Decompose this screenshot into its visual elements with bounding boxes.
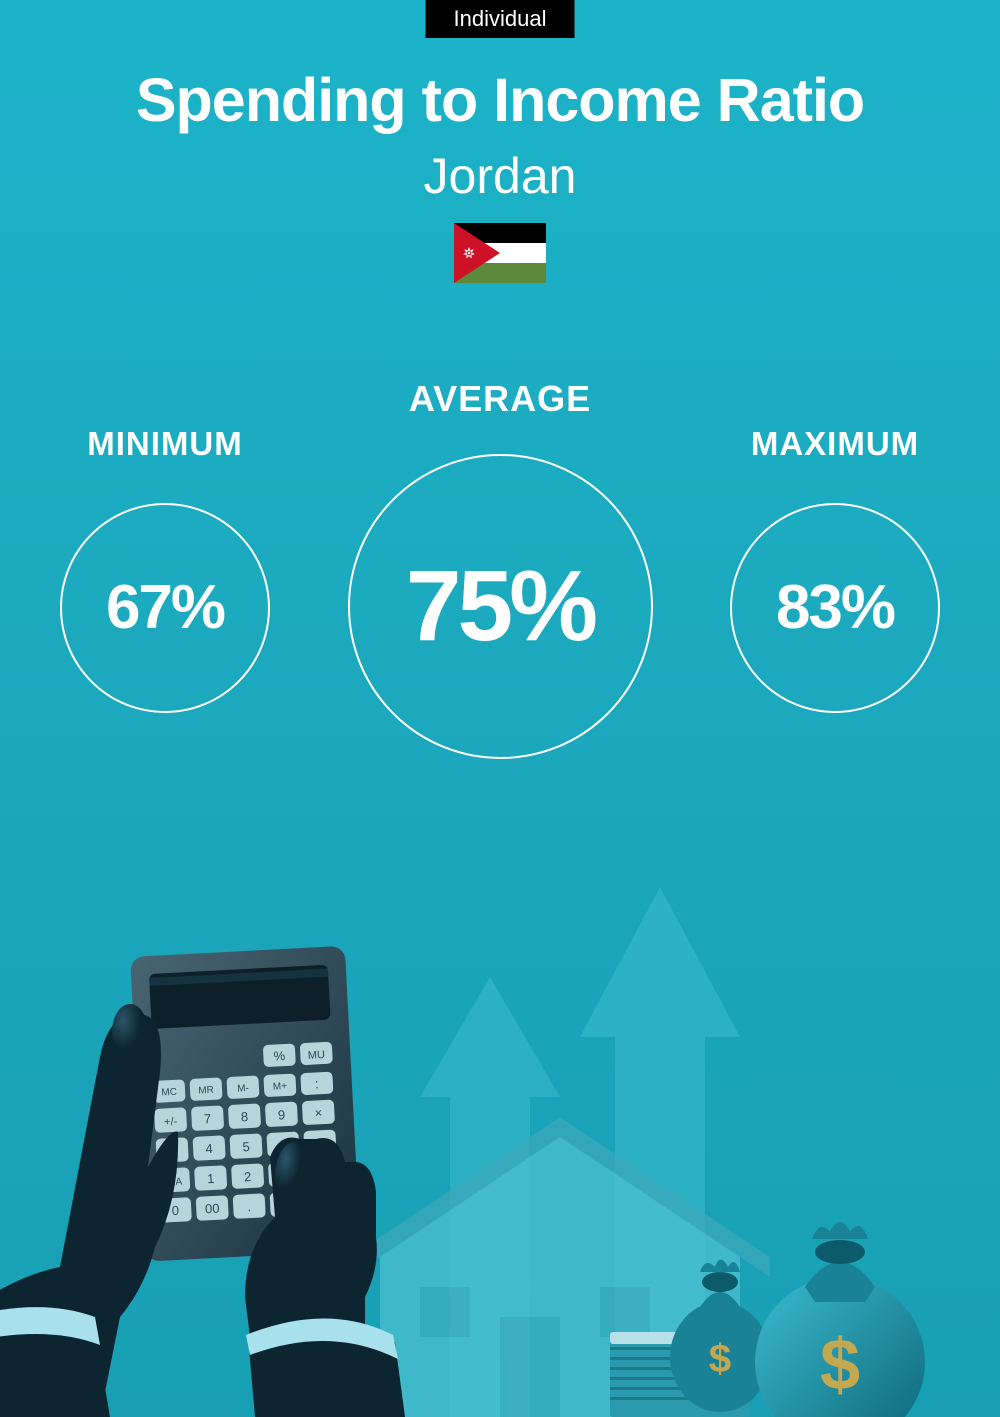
badge-text: Individual [454,6,547,31]
left-hand-icon [0,1004,178,1417]
minimum-label: MINIMUM [87,425,242,463]
maximum-label: MAXIMUM [751,425,919,463]
average-circle: 75% [348,454,653,759]
svg-text:9: 9 [277,1107,285,1122]
stats-row: MINIMUM 67% AVERAGE 75% MAXIMUM 83% [40,378,960,759]
page-title: Spending to Income Ratio [40,65,960,135]
stat-maximum: MAXIMUM 83% [730,425,940,713]
maximum-circle: 83% [730,503,940,713]
svg-text:%: % [273,1048,286,1064]
category-badge: Individual [426,0,575,38]
stat-minimum: MINIMUM 67% [60,425,270,713]
svg-text:4: 4 [205,1141,213,1156]
svg-text:8: 8 [241,1109,249,1124]
svg-text:2: 2 [244,1169,252,1184]
svg-text:MU: MU [308,1049,326,1062]
svg-text:$: $ [820,1325,860,1405]
finance-illustration: $ $ % MU MC MR [0,777,1000,1417]
svg-text:+/-: +/- [164,1116,178,1129]
svg-text::: : [315,1075,320,1091]
svg-text:M-: M- [237,1083,249,1095]
svg-text:×: × [314,1105,322,1120]
svg-text:MC: MC [161,1087,177,1099]
large-money-bag-icon: $ [755,1222,925,1417]
svg-text:00: 00 [205,1201,220,1217]
svg-text:0: 0 [171,1203,179,1218]
svg-text:7: 7 [204,1111,212,1126]
minimum-circle: 67% [60,503,270,713]
country-name: Jordan [40,147,960,205]
average-value: 75% [406,549,594,664]
svg-text:MR: MR [198,1085,214,1097]
svg-text:$: $ [709,1337,731,1381]
svg-text:M+: M+ [273,1081,288,1093]
stat-average: AVERAGE 75% [348,378,653,759]
svg-text:5: 5 [242,1139,250,1154]
jordan-flag-icon [454,223,546,283]
maximum-value: 83% [776,572,894,643]
average-label: AVERAGE [409,378,591,420]
svg-text:1: 1 [207,1171,215,1186]
minimum-value: 67% [106,572,224,643]
